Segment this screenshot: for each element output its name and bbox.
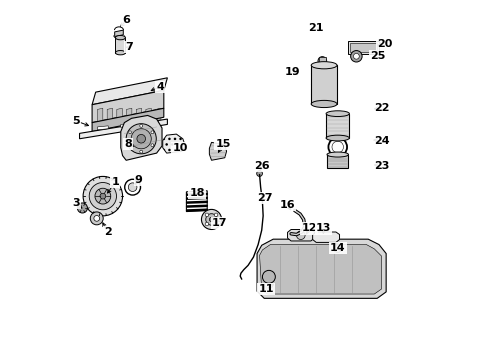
Text: 14: 14 [329,243,345,253]
Polygon shape [163,134,185,153]
Circle shape [214,222,218,226]
Circle shape [353,53,359,59]
Text: 21: 21 [308,23,324,33]
Bar [348,41,378,54]
Circle shape [331,141,343,153]
Polygon shape [121,116,162,160]
Circle shape [131,129,151,149]
Ellipse shape [115,36,125,40]
Circle shape [95,188,110,204]
Text: 22: 22 [373,103,388,113]
Text: 16: 16 [279,200,295,210]
Circle shape [126,124,156,154]
Circle shape [151,131,154,134]
Text: 1: 1 [111,177,119,187]
Circle shape [140,125,142,127]
Polygon shape [92,78,167,105]
Polygon shape [259,244,381,294]
Circle shape [205,222,208,226]
Polygon shape [115,30,123,37]
Ellipse shape [310,62,336,69]
Text: 27: 27 [257,193,272,203]
Circle shape [140,150,142,153]
Polygon shape [147,121,158,125]
Circle shape [151,144,154,147]
Polygon shape [145,108,151,122]
Circle shape [205,214,217,225]
Bar [115,38,125,53]
Circle shape [128,183,137,192]
Circle shape [89,183,116,210]
Polygon shape [92,108,163,132]
Polygon shape [117,108,122,122]
Text: 7: 7 [125,42,133,52]
Circle shape [317,57,326,65]
Ellipse shape [115,50,125,55]
Bar [349,43,376,52]
Text: 26: 26 [254,161,270,171]
Text: 10: 10 [172,143,187,153]
Circle shape [214,213,218,217]
Text: 4: 4 [156,82,164,92]
Polygon shape [312,232,339,242]
Text: 13: 13 [315,224,330,233]
Text: 9: 9 [135,175,142,185]
Text: 8: 8 [124,139,132,149]
Circle shape [83,176,122,216]
Text: 25: 25 [370,51,385,61]
Text: 11: 11 [258,284,273,294]
Text: 18: 18 [189,188,204,198]
Polygon shape [155,108,161,122]
Circle shape [350,50,362,62]
Bar [310,65,336,104]
Bar [326,154,348,168]
Circle shape [296,231,305,239]
Circle shape [128,144,131,147]
Polygon shape [97,108,102,122]
Polygon shape [318,57,325,64]
Circle shape [209,217,213,222]
Text: 2: 2 [103,227,111,237]
Circle shape [128,131,131,134]
Circle shape [137,134,145,143]
Circle shape [201,210,221,229]
Circle shape [262,270,275,283]
Ellipse shape [310,100,336,108]
Ellipse shape [325,111,349,117]
Polygon shape [136,108,142,122]
Circle shape [77,203,87,213]
Text: 17: 17 [211,218,227,228]
Polygon shape [126,108,132,122]
Circle shape [90,212,103,225]
Polygon shape [97,126,108,130]
Ellipse shape [325,135,349,141]
Text: 20: 20 [376,39,391,49]
Circle shape [205,213,208,217]
Polygon shape [209,142,226,160]
Text: 12: 12 [301,224,316,233]
Circle shape [256,171,262,176]
Bar [325,114,349,138]
Text: 5: 5 [72,116,80,126]
Text: 19: 19 [285,67,300,77]
Circle shape [94,216,100,221]
Text: 15: 15 [215,139,230,149]
Polygon shape [80,119,167,139]
Ellipse shape [326,152,348,157]
Text: 6: 6 [122,15,130,26]
Polygon shape [287,229,314,241]
Text: 24: 24 [373,136,388,145]
Polygon shape [92,90,163,123]
Polygon shape [121,123,131,127]
Polygon shape [107,108,112,122]
Text: 23: 23 [373,161,388,171]
Circle shape [100,193,105,199]
Circle shape [333,244,341,252]
Polygon shape [257,239,386,298]
Text: 3: 3 [72,198,80,208]
